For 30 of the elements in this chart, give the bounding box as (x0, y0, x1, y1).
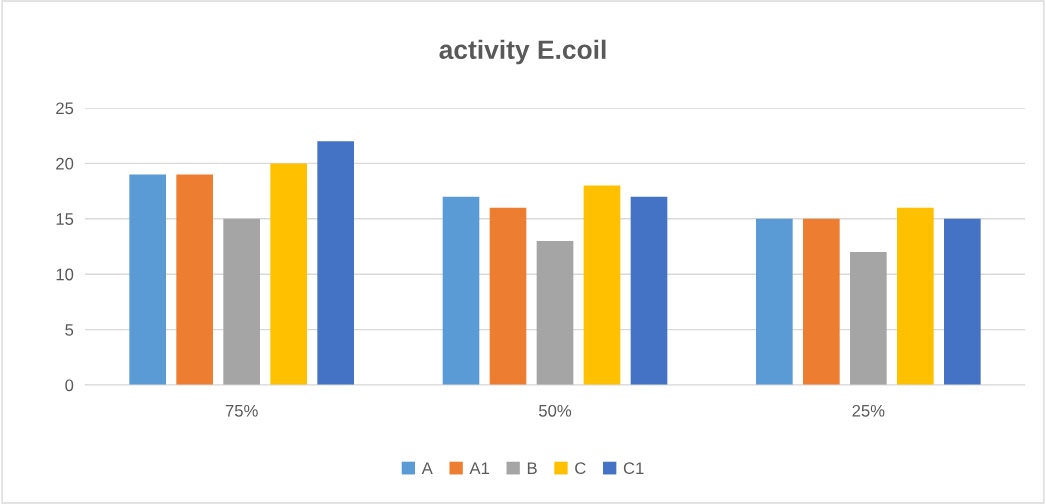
bar (176, 174, 213, 385)
bar (536, 240, 574, 385)
bar (583, 185, 621, 385)
y-tick-label: 15 (56, 213, 74, 225)
x-tick-label: 25% (852, 404, 885, 417)
bar (850, 252, 887, 385)
bar (944, 218, 981, 385)
y-tick-label: 10 (56, 268, 74, 281)
legend-label: B (527, 462, 537, 474)
chart-title: activity E.coil (439, 39, 606, 65)
x-tick-label: 75% (225, 404, 258, 417)
bar (129, 174, 166, 385)
legend-label: C (575, 462, 586, 475)
y-tick-label: 25 (56, 102, 74, 115)
x-tick-label: 50% (538, 404, 572, 417)
y-tick-label: 5 (65, 324, 74, 336)
bar (442, 196, 480, 385)
bar (803, 218, 840, 385)
bar (270, 163, 307, 385)
bar (223, 218, 260, 385)
y-tick-label: 20 (56, 157, 74, 170)
y-tick-label: 0 (65, 379, 74, 392)
bar (489, 207, 527, 385)
bar (756, 218, 793, 385)
legend-label: A (421, 462, 433, 474)
bar (897, 207, 934, 385)
legend-label: C1 (623, 462, 644, 475)
bar (317, 141, 354, 385)
bar (630, 196, 668, 385)
legend-label: A1 (469, 462, 490, 474)
